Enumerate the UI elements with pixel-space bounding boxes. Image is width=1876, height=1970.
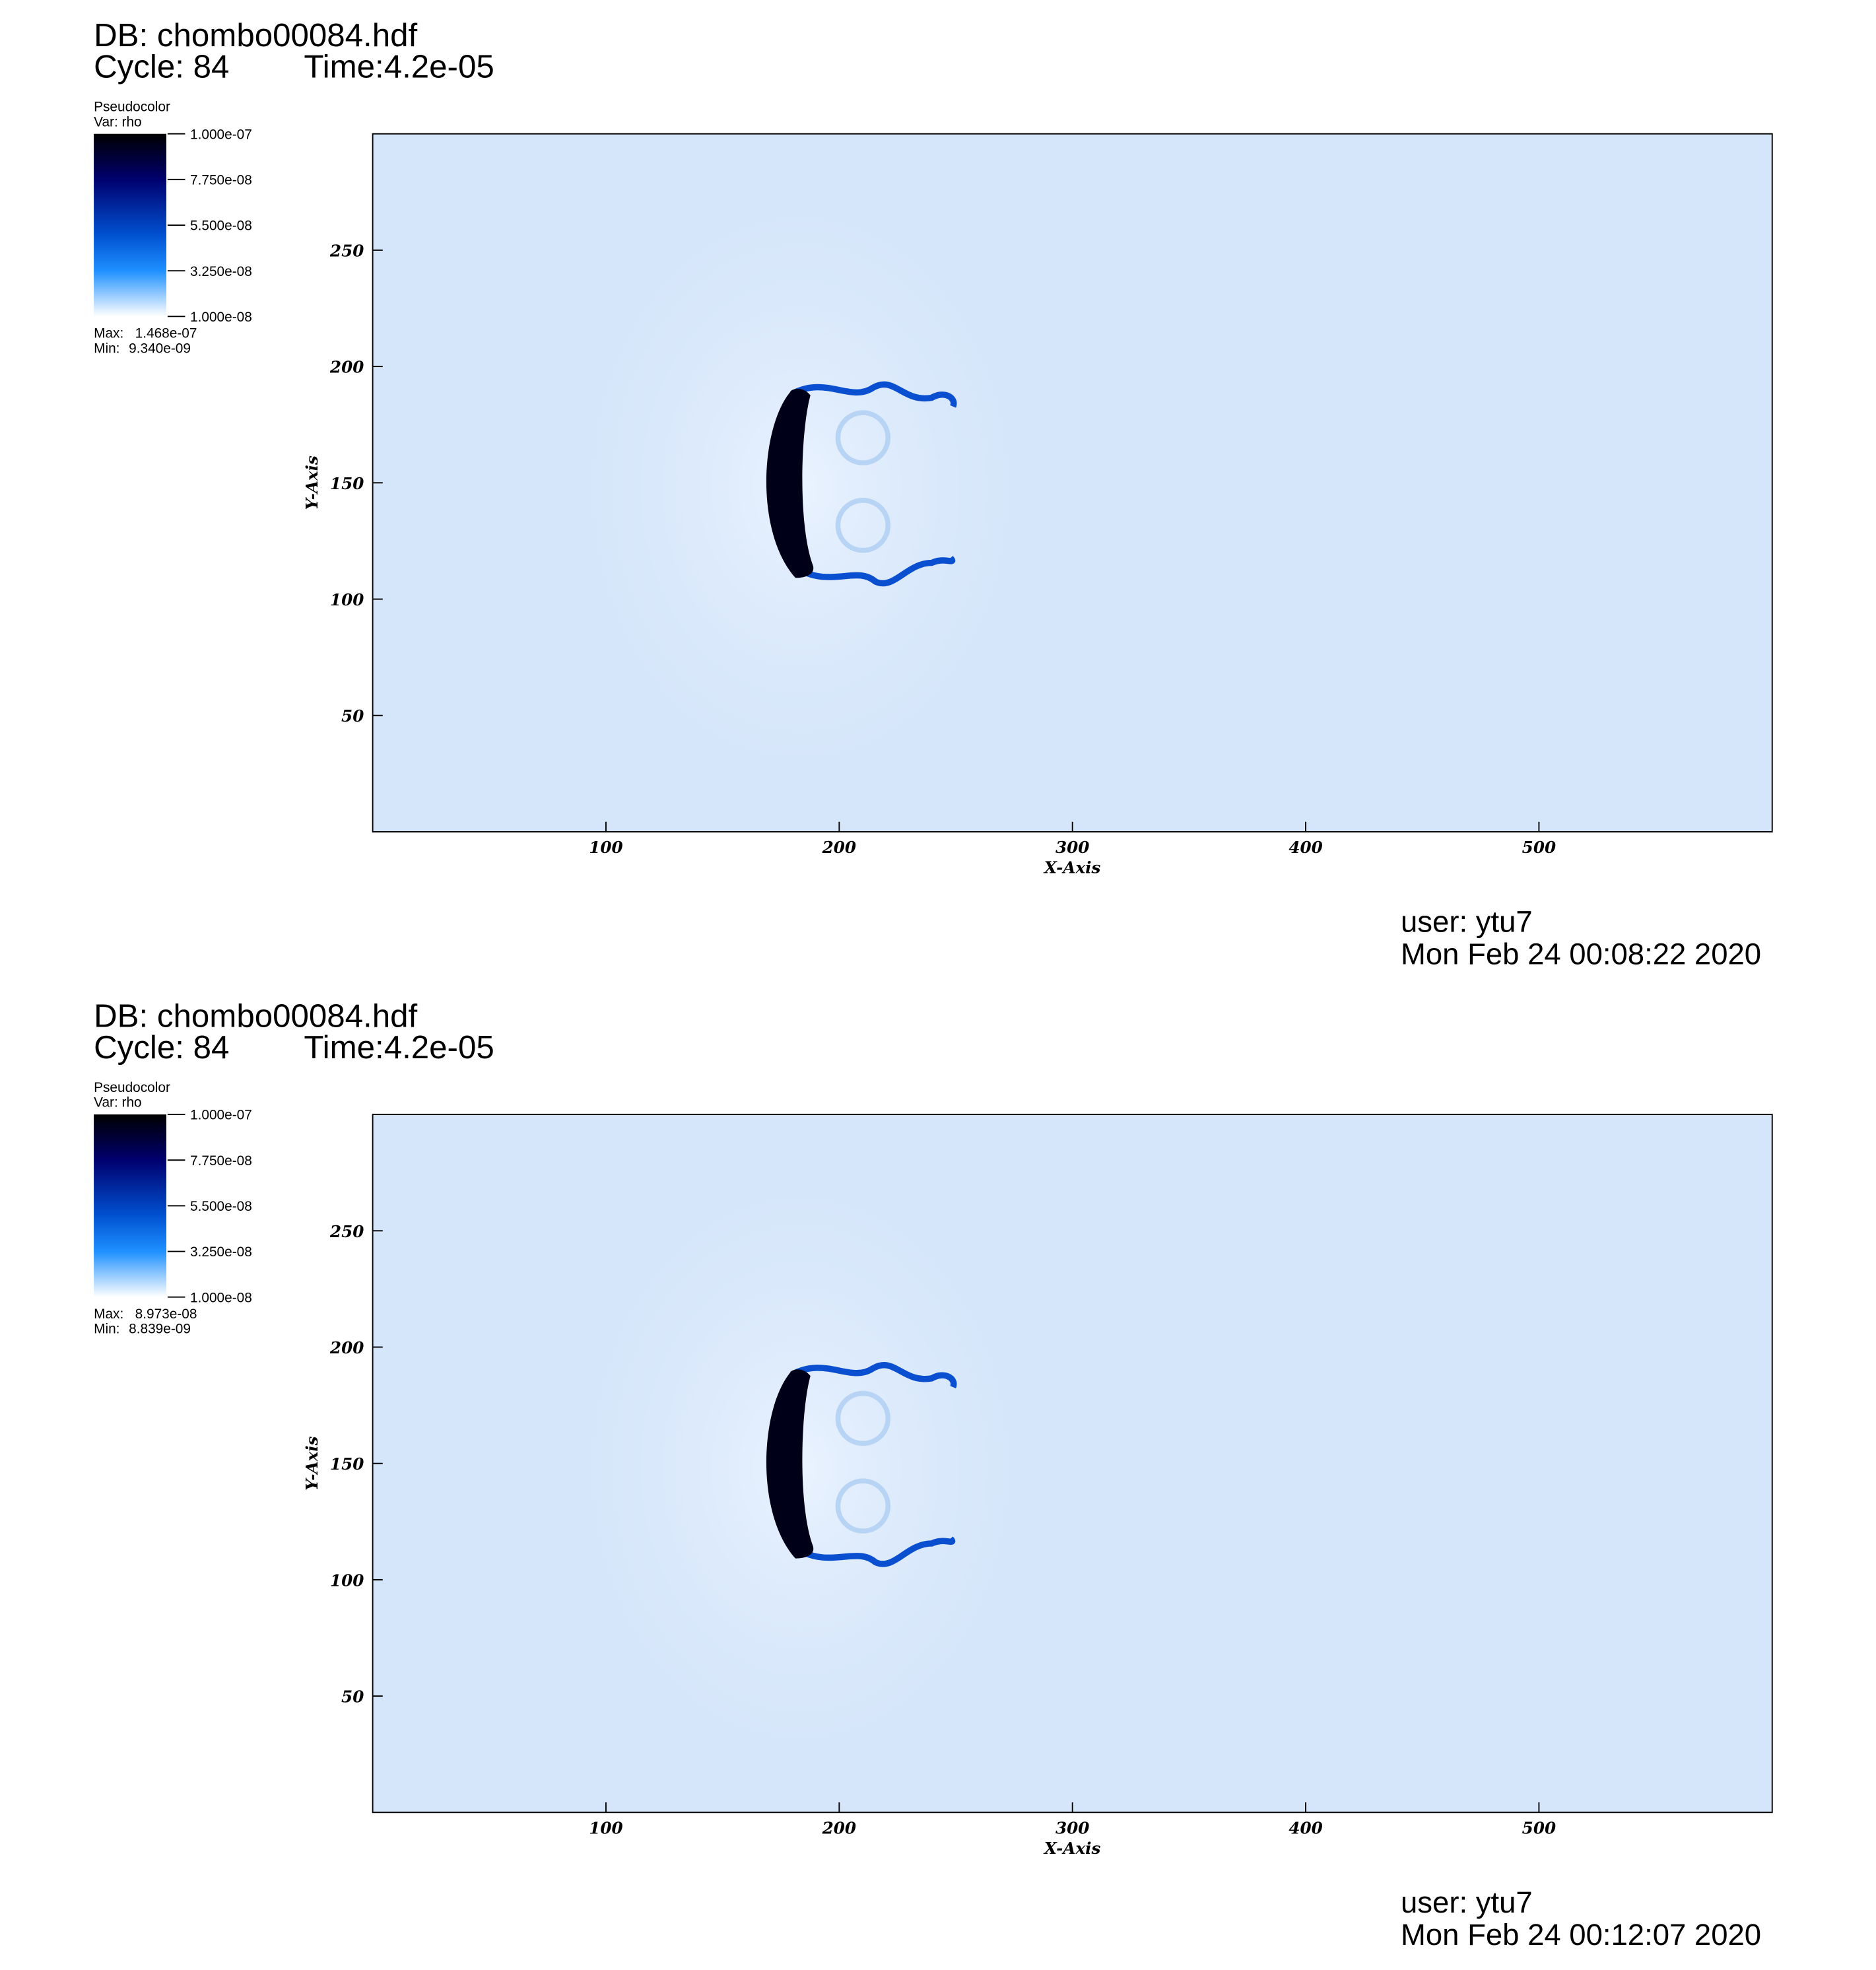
min-label: Min: [94,341,119,356]
max-value: 8.973e-08 [135,1307,197,1322]
y-tick-label: 250 [329,1222,364,1241]
vortex [835,410,891,465]
x-axis-title: X-Axis [1043,1839,1101,1858]
x-tick-label: 200 [822,838,856,857]
min-label: Min: [94,1322,119,1337]
colorbar-label: 5.500e-08 [190,1199,252,1214]
shock-arm [790,381,957,408]
shock-arm [796,1536,955,1567]
plot-name: Pseudocolor [94,1080,170,1095]
x-tick-label: 400 [1289,1818,1322,1837]
db-title: DB: chombo00084.hdf [94,998,417,1034]
y-tick-label: 200 [329,1338,364,1357]
max-label: Max: [94,1307,123,1322]
x-tick-label: 100 [589,1818,622,1837]
plot-name: Pseudocolor [94,100,170,115]
vortex [835,498,891,553]
date: Mon Feb 24 00:12:07 2020 [1401,1918,1761,1952]
colorbar [94,1114,166,1297]
colorbar-label: 1.000e-07 [190,1108,252,1123]
x-axis-title: X-Axis [1043,858,1101,877]
colorbar-label: 7.750e-08 [190,1153,252,1169]
time: Time:4.2e-05 [304,1029,494,1066]
min-value: 9.340e-09 [129,341,191,356]
colorbar-label: 1.000e-08 [190,1290,252,1305]
y-tick-label: 150 [330,474,364,493]
vortex [835,1390,891,1446]
max-label: Max: [94,326,123,341]
variable: Var: rho [94,114,142,129]
y-tick-label: 100 [330,1571,364,1590]
y-tick-label: 50 [341,706,364,726]
shock-arm [796,555,955,587]
y-tick-label: 100 [330,590,364,609]
y-tick-label: 150 [330,1454,364,1474]
dense-front [766,388,814,578]
x-tick-label: 200 [822,1818,856,1837]
x-tick-label: 500 [1522,838,1556,857]
x-tick-label: 400 [1289,838,1322,857]
y-tick-label: 50 [341,1687,364,1707]
colorbar [94,133,166,317]
x-tick-label: 300 [1055,1818,1089,1837]
shock-arm [790,1362,957,1388]
max-value: 1.468e-07 [135,326,197,341]
colorbar-label: 5.500e-08 [190,219,252,234]
colorbar-label: 3.250e-08 [190,264,252,279]
y-axis-title: Y-Axis [302,456,321,510]
colorbar-label: 7.750e-08 [190,172,252,187]
x-tick-label: 100 [589,838,622,857]
user: user: ytu7 [1401,904,1533,938]
cycle: Cycle: 84 [94,48,229,85]
x-tick-label: 300 [1055,838,1089,857]
dense-front [766,1369,814,1559]
cycle: Cycle: 84 [94,1029,229,1066]
y-tick-label: 250 [329,241,364,260]
x-tick-label: 500 [1522,1818,1556,1837]
variable: Var: rho [94,1095,142,1110]
colorbar-label: 3.250e-08 [190,1244,252,1260]
colorbar-label: 1.000e-07 [190,127,252,142]
min-value: 8.839e-09 [129,1322,191,1337]
colorbar-label: 1.000e-08 [190,310,252,325]
db-title: DB: chombo00084.hdf [94,17,417,53]
time: Time:4.2e-05 [304,48,494,85]
y-tick-label: 200 [329,358,364,377]
user: user: ytu7 [1401,1885,1533,1919]
date: Mon Feb 24 00:08:22 2020 [1401,937,1761,971]
y-axis-title: Y-Axis [302,1436,321,1490]
vortex [835,1478,891,1534]
